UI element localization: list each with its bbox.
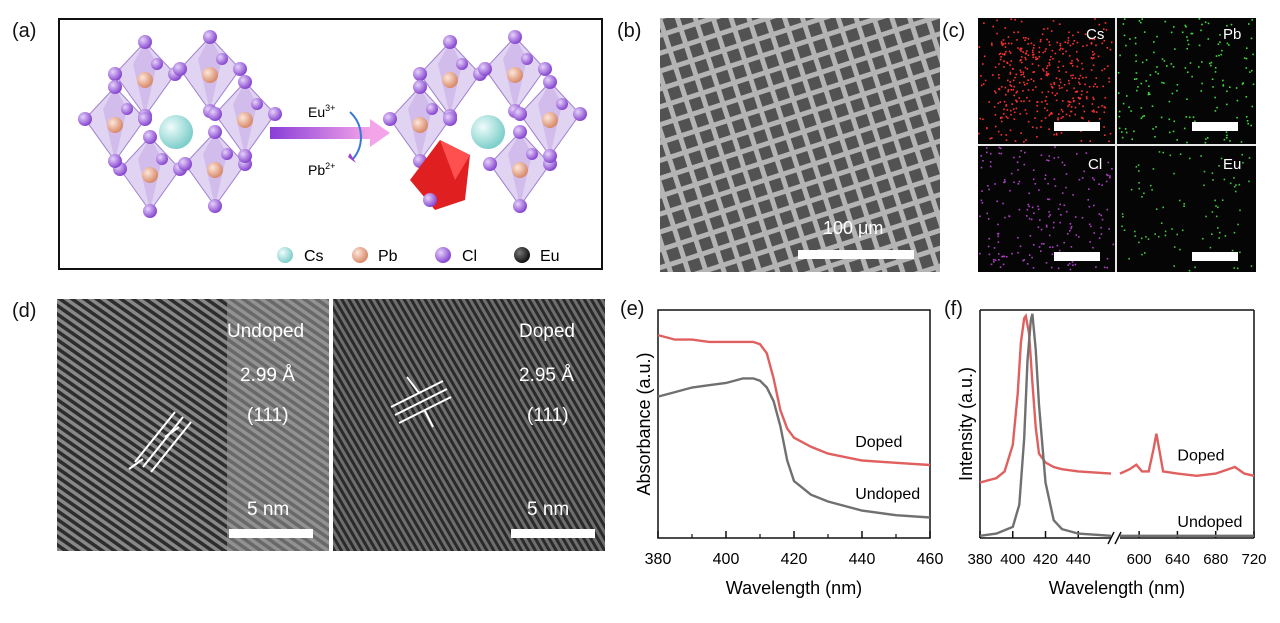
absorbance-chart: 380 400 420 440 460 Wavelength (nm) Absorbance… [634, 309, 944, 598]
x-tick-label-f: 640 [1165, 551, 1190, 568]
axis-break-f [1107, 531, 1115, 545]
eds-maps: Cs Pb Cl Eu [978, 18, 1256, 272]
series-line-doped [1119, 433, 1255, 478]
chart-e-frame [657, 309, 931, 539]
eds-scale-bar-4 [1192, 252, 1238, 261]
x-tick-label-f: 400 [1000, 551, 1025, 568]
doped-lattice [382, 29, 588, 214]
x-axis-title-f: Wavelength (nm) [1049, 578, 1185, 598]
ion-in-label: Eu3+ [308, 103, 335, 120]
crystal-structure-diagram: Eu3+ Pb2+ Cs Pb Cl Eu [77, 29, 588, 265]
series-line-doped [657, 333, 931, 467]
lattice-fringes-doped [333, 299, 605, 551]
x-tick-label-e: 420 [781, 551, 808, 568]
legend-pb: Pb [378, 248, 398, 265]
legend-eu: Eu [540, 248, 560, 265]
ion-out-label: Pb2+ [308, 161, 335, 178]
x-tick-label-e: 400 [713, 551, 740, 568]
panel-e-label: (e) [620, 298, 645, 320]
panel-a-label: (a) [12, 20, 37, 42]
x-tick-label-f: 420 [1033, 551, 1058, 568]
undoped-plane: (111) [247, 405, 289, 426]
eds-scale-bar-1 [1054, 122, 1100, 131]
eds-cl-label: Cl [1088, 156, 1103, 173]
eds-eu-label: Eu [1223, 156, 1242, 173]
series-line-undoped [657, 377, 931, 519]
series-label-undoped: Undoped [1177, 514, 1242, 531]
pl-chart: 380 400 420 440 600 640 680 720 Wavelength (nm) I… [958, 309, 1267, 598]
doped-title: Doped [519, 321, 575, 342]
x-tick-label-f: 680 [1203, 551, 1228, 568]
undoped-spacing: 2.99 Å [240, 365, 295, 386]
doped-plane: (111) [527, 405, 569, 426]
x-axis-title-e: Wavelength (nm) [726, 578, 862, 598]
panel-d-label: (d) [12, 300, 37, 322]
eds-scale-bar-3 [1054, 252, 1100, 261]
series-line-doped [979, 313, 1112, 484]
undoped-scale-label: 5 nm [247, 499, 290, 520]
doped-scale-bar [511, 529, 595, 538]
series-line-undoped [979, 313, 1112, 537]
eds-pb-label: Pb [1223, 26, 1242, 43]
doped-spacing: 2.95 Å [519, 365, 574, 386]
x-tick-label-e: 380 [645, 551, 672, 568]
tem-scale-bar [798, 250, 914, 259]
x-tick-label-f: 600 [1127, 551, 1152, 568]
eds-scale-bar-2 [1192, 122, 1238, 131]
element-legend: Cs Pb Cl Eu [277, 247, 560, 265]
undoped-scale-bar [229, 529, 313, 538]
x-tick-label-e: 440 [849, 551, 876, 568]
hrtem-undoped: Undoped 2.99 Å (111) 5 nm [57, 299, 329, 551]
series-label-doped: Doped [855, 434, 902, 451]
y-axis-title-f: Intensity (a.u.) [958, 367, 976, 481]
undoped-lattice [77, 29, 283, 219]
lattice-fringes-undoped [57, 299, 329, 551]
tem-scale-label: 100 μm [823, 218, 884, 238]
x-tick-label-f: 440 [1066, 551, 1091, 568]
tem-image: 100 μm [660, 18, 940, 272]
panel-f-label: (f) [944, 298, 963, 320]
panel-a-frame: Eu3+ Pb2+ Cs Pb Cl Eu [58, 18, 603, 270]
undoped-title: Undoped [227, 321, 305, 342]
series-label-doped: Doped [1177, 447, 1224, 464]
legend-cs: Cs [304, 248, 324, 265]
eds-dots [978, 18, 1255, 272]
panel-b-label: (b) [617, 20, 642, 42]
panel-c-label: (c) [942, 20, 966, 42]
series-label-undoped: Undoped [855, 486, 920, 503]
doped-scale-label: 5 nm [527, 499, 570, 520]
x-tick-label-e: 460 [917, 551, 944, 568]
x-tick-label-f: 380 [967, 551, 992, 568]
legend-cl: Cl [462, 248, 477, 265]
eds-cs-label: Cs [1086, 26, 1105, 43]
axis-break-f [1114, 531, 1122, 545]
x-tick-label-f: 720 [1241, 551, 1266, 568]
y-axis-title-e: Absorbance (a.u.) [634, 352, 654, 495]
hrtem-doped: Doped 2.95 Å (111) 5 nm [333, 299, 605, 551]
nanocube-texture [660, 18, 940, 272]
